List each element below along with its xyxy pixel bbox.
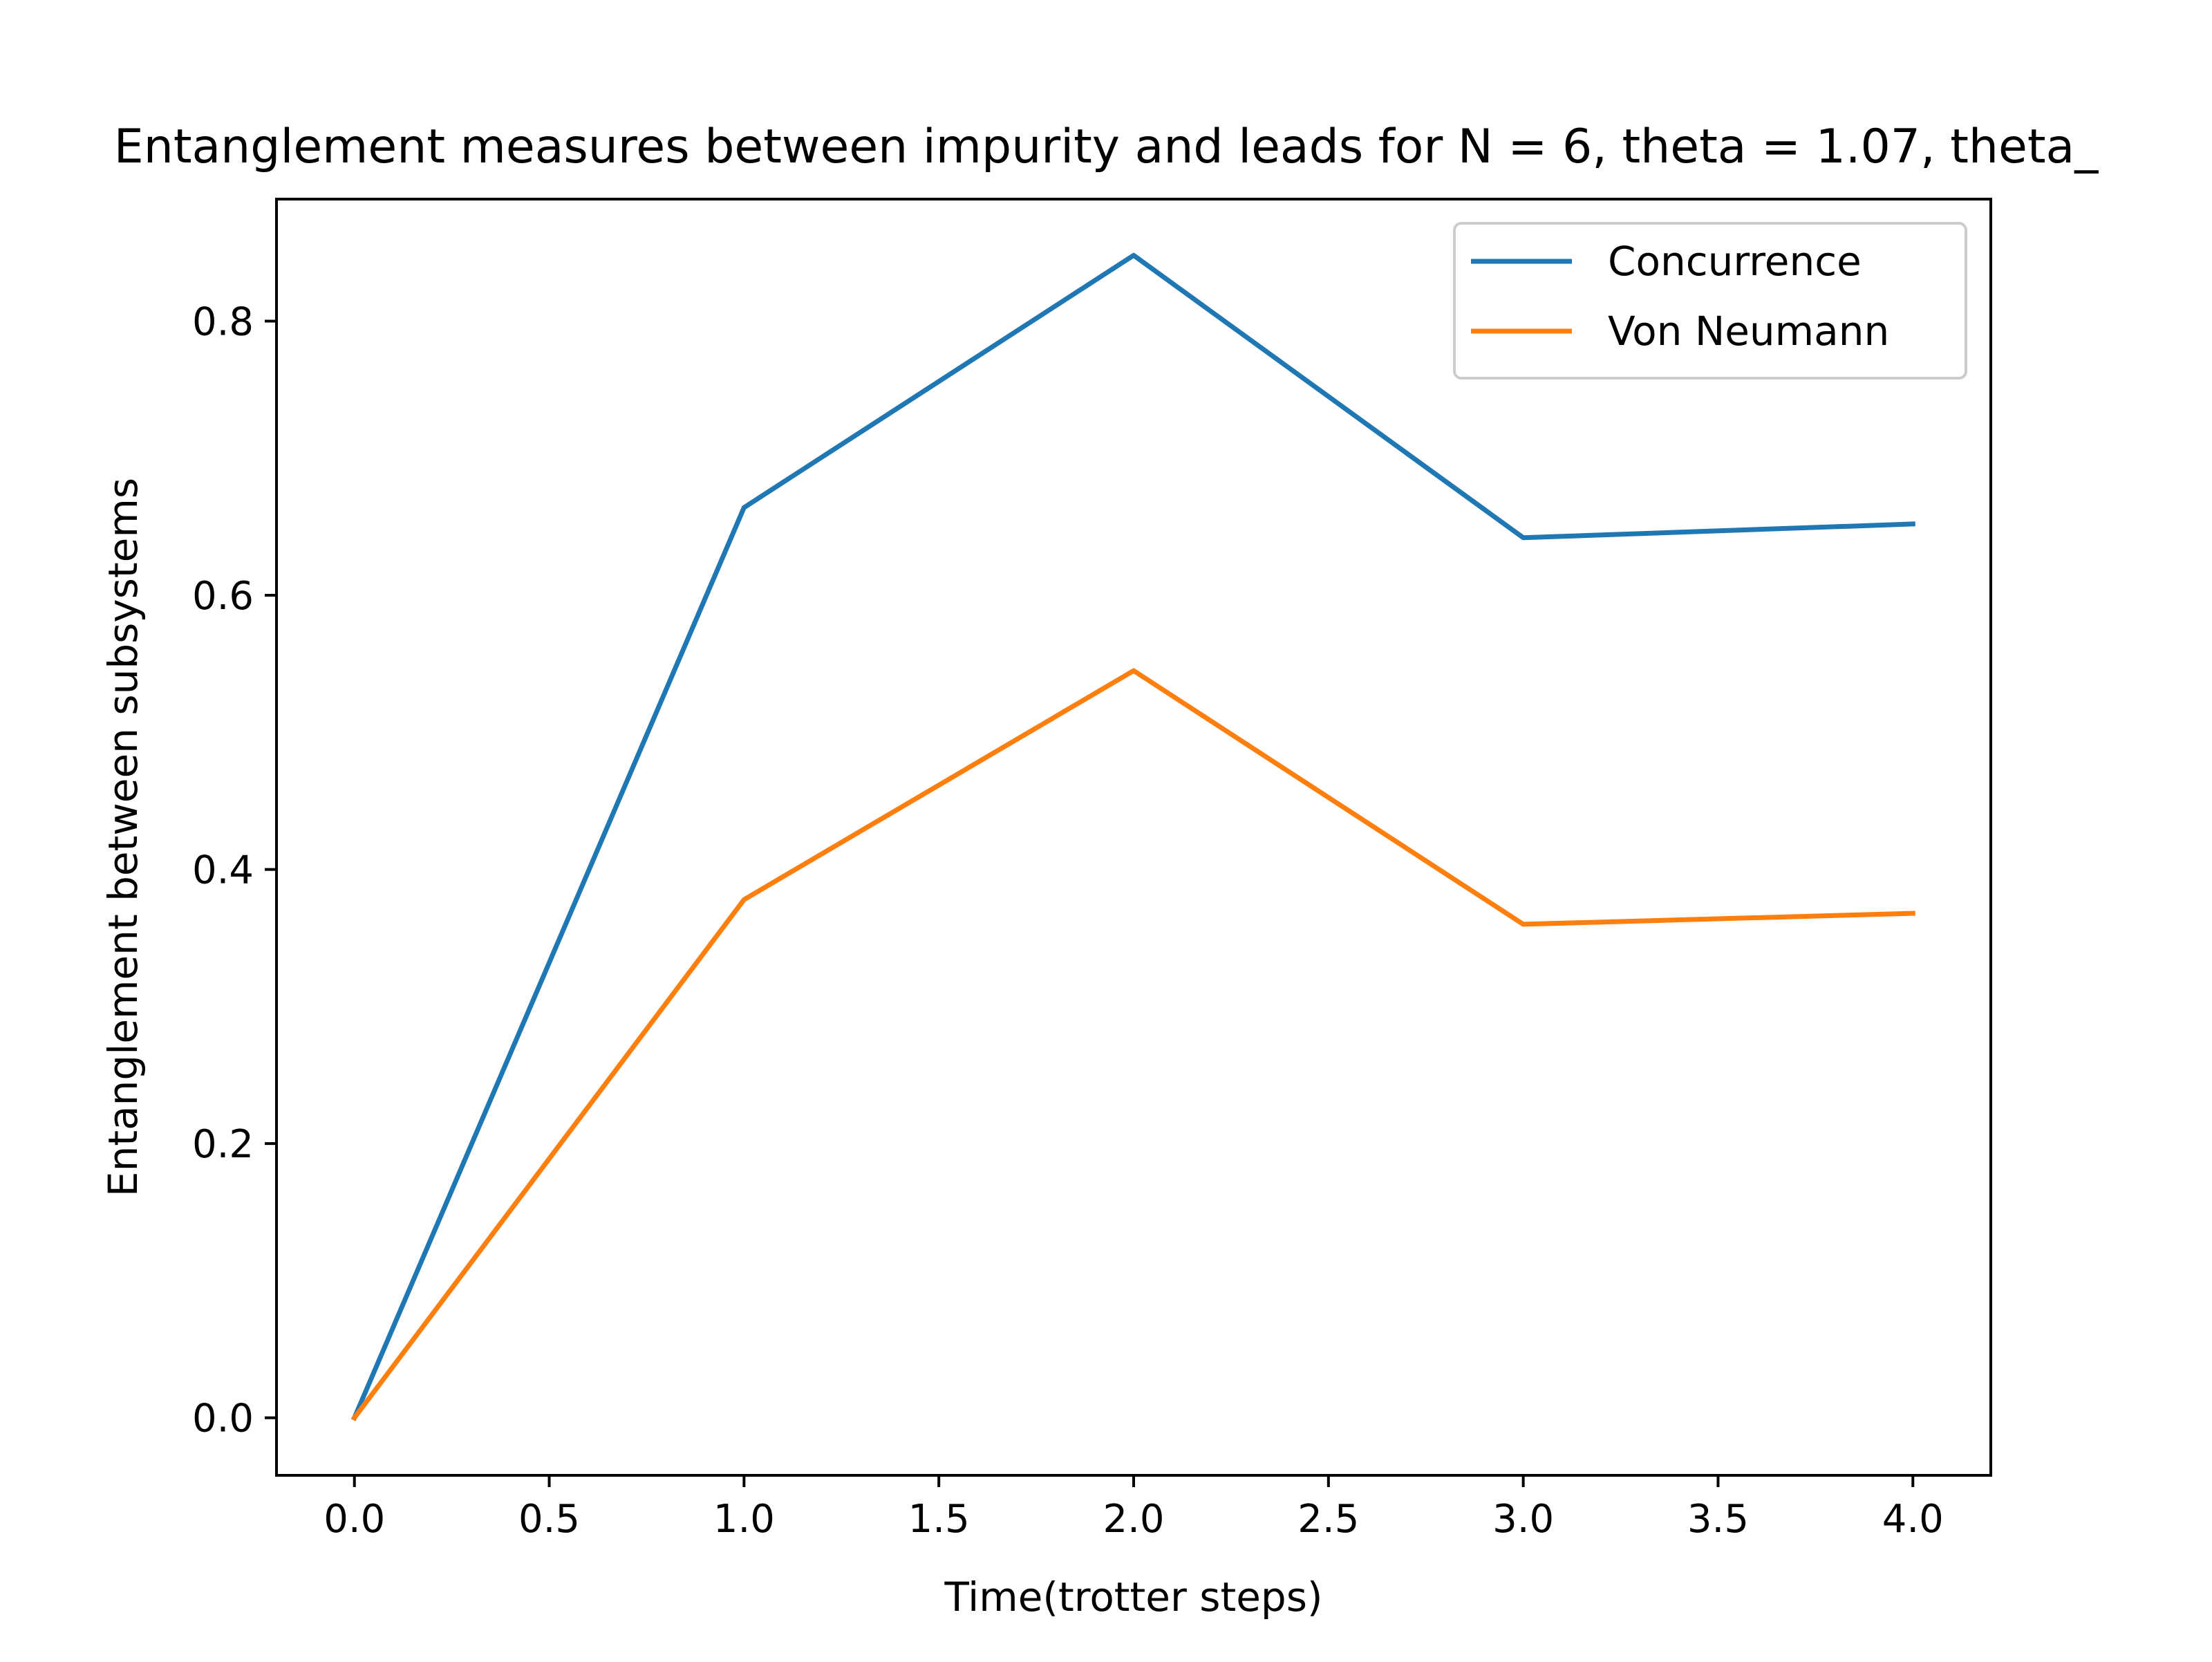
- x-axis-label: Time(trotter steps): [944, 1574, 1322, 1621]
- y-tick-label: 0.6: [192, 574, 254, 619]
- x-tick-label: 3.0: [1492, 1497, 1554, 1542]
- series-line-von-neumann: [350, 668, 1915, 1421]
- y-axis-label: Entanglement between subsystems: [100, 478, 147, 1197]
- axes-ticks: 0.0 0.5 1.0 1.5 2.0 2.5 3.0 3.5 4.0 0.0 0.2 0.4 0.6 0…: [192, 299, 1944, 1542]
- y-tick-label: 0.4: [192, 848, 254, 893]
- x-tick-label: 2.0: [1103, 1497, 1164, 1542]
- legend-frame: [1453, 222, 1967, 380]
- y-tick-label: 0.8: [192, 299, 254, 344]
- x-tick-label: 1.5: [908, 1497, 970, 1542]
- x-tick-label: 1.0: [713, 1497, 775, 1542]
- legend-label-concurrence: Concurrence: [1608, 238, 1862, 285]
- x-tick-label: 0.0: [324, 1497, 385, 1542]
- y-tick-label: 0.0: [192, 1397, 254, 1441]
- legend: Concurrence Von Neumann: [1453, 222, 1967, 380]
- chart-title: Entanglement measures between impurity a…: [114, 120, 2099, 174]
- x-tick-label: 4.0: [1882, 1497, 1944, 1542]
- y-tick-label: 0.2: [192, 1122, 254, 1167]
- axes-frame: [275, 198, 1992, 1477]
- series-lines: [350, 252, 1915, 1421]
- x-tick-label: 2.5: [1297, 1497, 1359, 1542]
- x-tick-label: 3.5: [1687, 1497, 1749, 1542]
- legend-label-von-neumann: Von Neumann: [1608, 308, 1889, 355]
- x-tick-label: 0.5: [518, 1497, 580, 1542]
- series-line-concurrence: [351, 252, 1915, 1421]
